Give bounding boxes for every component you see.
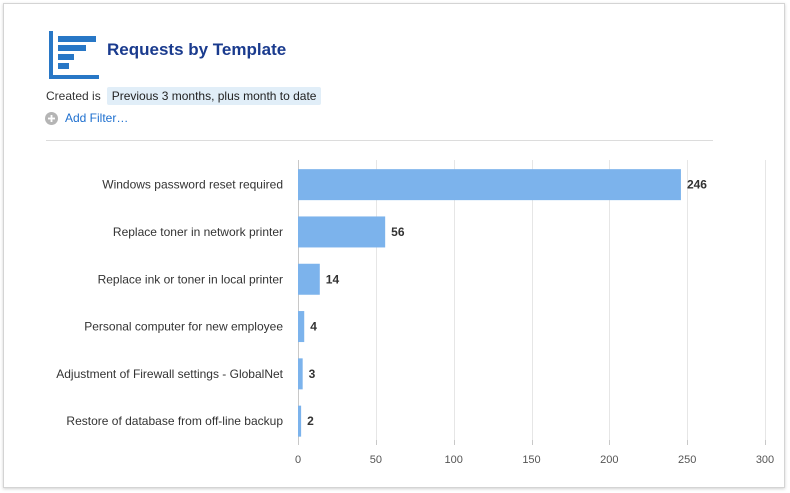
bar[interactable]: [298, 216, 386, 248]
x-tick-label: 0: [295, 454, 301, 466]
report-title: Requests by Template: [107, 40, 287, 59]
category-label: Restore of database from off-line backup: [66, 414, 283, 428]
bar[interactable]: [298, 169, 681, 201]
add-filter-label[interactable]: Add Filter…: [65, 111, 129, 125]
plus-circle-icon: [45, 111, 58, 125]
data-label: 4: [310, 320, 317, 334]
data-label: 2: [307, 414, 314, 428]
x-tick-label: 50: [370, 454, 382, 466]
x-tick-label: 150: [522, 454, 540, 466]
filter-value-chip[interactable]: Previous 3 months, plus month to date: [106, 87, 322, 105]
x-tick-label: 250: [678, 454, 696, 466]
divider: [46, 140, 713, 141]
data-label: 246: [687, 178, 707, 192]
category-label: Adjustment of Firewall settings - Global…: [56, 367, 283, 381]
category-label: Windows password reset required: [102, 178, 283, 192]
category-label: Replace toner in network printer: [113, 225, 283, 239]
report-card: [3, 3, 785, 488]
add-filter-link[interactable]: Add Filter…: [45, 110, 128, 126]
bar-report-icon: [49, 31, 99, 79]
filter-label: Created is: [46, 89, 101, 103]
bar[interactable]: [298, 263, 320, 295]
data-label: 14: [326, 272, 340, 286]
data-label: 3: [309, 367, 316, 381]
x-tick-label: 200: [600, 454, 618, 466]
bar[interactable]: [298, 405, 302, 437]
x-tick-label: 300: [756, 454, 774, 466]
category-label: Personal computer for new employee: [84, 320, 283, 334]
bar[interactable]: [298, 358, 303, 390]
category-label: Replace ink or toner in local printer: [98, 272, 283, 286]
data-label: 56: [391, 225, 405, 239]
x-tick-label: 100: [444, 454, 462, 466]
filter-row: Created is Previous 3 months, plus month…: [46, 87, 322, 105]
bar[interactable]: [298, 311, 305, 343]
